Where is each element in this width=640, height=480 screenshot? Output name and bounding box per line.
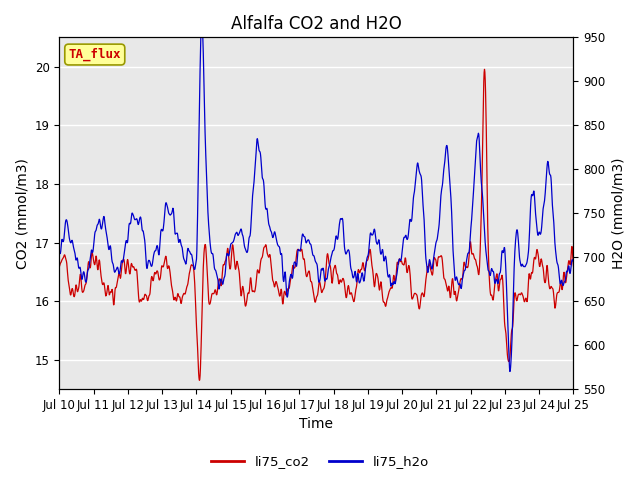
Line: li75_h2o: li75_h2o	[60, 19, 573, 372]
li75_co2	[396, 258, 404, 264]
li75_h2o	[170, 210, 177, 216]
li75_h2o	[506, 369, 514, 374]
li75_h2o	[463, 253, 471, 259]
li75_co2	[509, 318, 517, 324]
Line: li75_co2: li75_co2	[60, 69, 573, 380]
li75_h2o	[157, 227, 165, 233]
li75_h2o	[396, 257, 404, 263]
li75_co2	[481, 66, 488, 72]
li75_co2	[56, 264, 63, 270]
li75_co2	[195, 377, 203, 383]
li75_h2o	[509, 302, 517, 308]
Text: TA_flux: TA_flux	[68, 48, 121, 61]
li75_h2o	[56, 250, 63, 256]
li75_h2o	[570, 259, 577, 264]
li75_co2	[463, 265, 471, 271]
Title: Alfalfa CO2 and H2O: Alfalfa CO2 and H2O	[231, 15, 402, 33]
li75_co2	[170, 296, 177, 302]
li75_h2o	[198, 16, 205, 22]
li75_co2	[570, 263, 577, 269]
li75_co2	[228, 253, 236, 259]
X-axis label: Time: Time	[300, 418, 333, 432]
li75_h2o	[228, 240, 236, 246]
Y-axis label: H2O (mmol/m3): H2O (mmol/m3)	[611, 157, 625, 269]
Y-axis label: CO2 (mmol/m3): CO2 (mmol/m3)	[15, 158, 29, 269]
li75_co2	[157, 268, 165, 274]
Legend: li75_co2, li75_h2o: li75_co2, li75_h2o	[205, 450, 435, 473]
